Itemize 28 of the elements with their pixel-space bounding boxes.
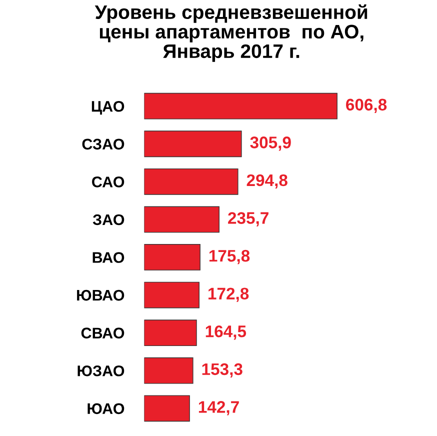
y-tick-label: ЮЗАО [78, 365, 124, 376]
bar [144, 320, 197, 346]
bar [144, 92, 338, 120]
y-tick-label: ВАО [92, 252, 124, 263]
data-label: 153,3 [202, 363, 242, 378]
chart-title: Уровень средневзвешенной цены апартаментов по АО, Январь 2017 г. [94, 4, 368, 62]
bar [144, 130, 242, 158]
data-label: 164,5 [206, 325, 246, 340]
bar [144, 168, 238, 195]
bar [144, 206, 220, 233]
y-tick-label: ЦАО [92, 100, 124, 115]
y-tick-label: СВАО [81, 328, 124, 338]
data-label: 172,8 [208, 288, 249, 302]
data-label: 606,8 [346, 98, 387, 113]
data-label: 294,8 [246, 174, 288, 189]
bar [144, 357, 194, 384]
y-tick-label: ЗАО [92, 214, 124, 226]
data-label: 305,9 [250, 136, 291, 151]
data-label: 175,8 [209, 250, 250, 264]
y-tick-label: СЗАО [82, 138, 124, 150]
bar [144, 282, 200, 308]
data-label: 235,7 [228, 212, 268, 226]
y-tick-label: САО [92, 176, 124, 188]
bar [144, 244, 200, 270]
bar [144, 395, 190, 422]
data-label: 142,7 [198, 401, 239, 416]
y-tick-label: ЮВАО [77, 290, 124, 301]
y-tick-label: ЮАО [88, 403, 124, 414]
